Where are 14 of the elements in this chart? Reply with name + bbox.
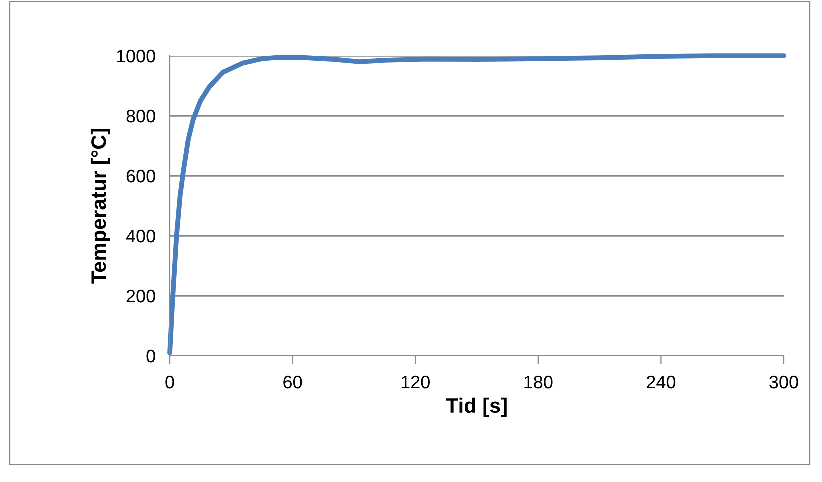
x-axis-title: Tid [s] <box>446 398 507 418</box>
x-tick-label: 240 <box>647 376 676 389</box>
x-tick-label: 120 <box>402 376 430 389</box>
x-tick-label: 300 <box>770 376 798 389</box>
x-tick-label: 180 <box>524 376 553 389</box>
y-tick-label: 200 <box>126 290 156 303</box>
y-tick-label: 0 <box>146 350 156 363</box>
y-tick-label: 800 <box>126 110 156 123</box>
x-tick-label: 0 <box>166 376 174 389</box>
x-tick-label: 60 <box>284 376 302 389</box>
y-tick-label: 1000 <box>117 50 156 63</box>
y-axis-title: Temperatur [°C] <box>90 129 110 284</box>
y-tick-label: 600 <box>126 170 156 183</box>
y-tick-label: 400 <box>126 230 156 243</box>
